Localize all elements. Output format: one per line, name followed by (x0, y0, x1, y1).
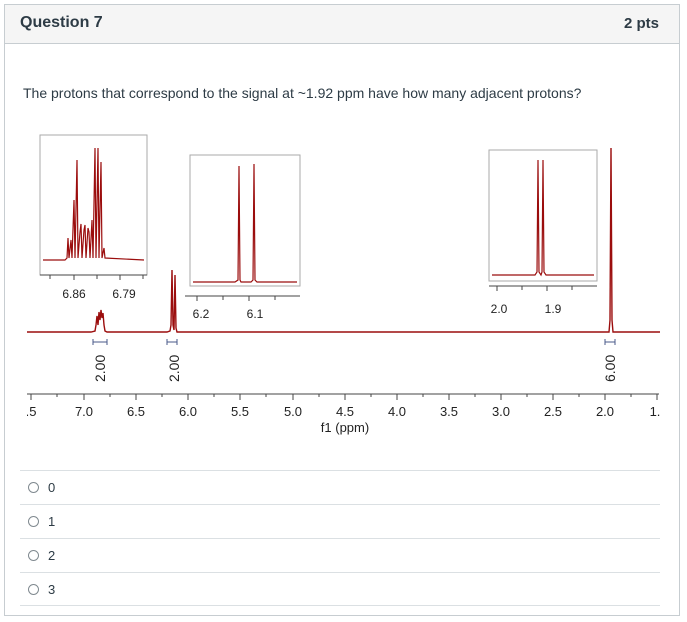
x-tick-label: 3.5 (440, 404, 458, 419)
x-tick-label: .5 (27, 404, 36, 419)
spectrum-trace (27, 147, 660, 333)
inset-vinyl: 6.2 6.1 (185, 154, 301, 321)
answer-option[interactable]: 0 (20, 470, 660, 504)
question-card: Question 7 2 pts The protons that corres… (4, 4, 680, 616)
answer-label: 2 (48, 548, 56, 563)
integral-marks (92, 339, 616, 345)
inset-3-tick-2: 1.9 (545, 302, 562, 316)
radio-button[interactable] (28, 482, 39, 493)
integral-label-3: 6.00 (602, 355, 618, 382)
answer-label: 0 (48, 480, 56, 495)
x-tick-label: 4.0 (388, 404, 406, 419)
question-header: Question 7 2 pts (5, 5, 679, 44)
answer-option[interactable]: 1 (20, 504, 660, 538)
radio-button[interactable] (28, 516, 39, 527)
inset-2-tick-1: 6.2 (193, 307, 210, 321)
question-title: Question 7 (20, 14, 103, 31)
integral-label-1: 2.00 (92, 355, 108, 382)
answer-list: 0 1 2 3 (20, 470, 660, 606)
answer-option[interactable]: 3 (20, 572, 660, 606)
inset-2-tick-2: 6.1 (247, 307, 264, 321)
x-tick-label: 5.5 (231, 404, 249, 419)
x-tick-label: 4.5 (336, 404, 354, 419)
x-axis: .5 7.0 6.5 6.0 5.5 5.0 4.5 4.0 3.5 3.0 2… (27, 393, 661, 435)
radio-button[interactable] (28, 583, 39, 595)
inset-3-tick-1: 2.0 (491, 302, 508, 316)
question-text: The protons that correspond to the signa… (23, 85, 582, 101)
inset-aromatic: 6.86 6.79 (39, 134, 148, 301)
x-tick-label: 3.0 (492, 404, 510, 419)
x-tick-label: 2.0 (596, 404, 614, 419)
x-tick-label: 6.0 (179, 404, 197, 419)
nmr-spectrum-image: 6.86 6.79 6.2 6.1 2.0 1.9 (27, 134, 661, 435)
x-axis-label: f1 (ppm) (321, 420, 369, 435)
answer-label: 1 (48, 514, 56, 529)
question-points: 2 pts (623, 15, 659, 32)
answer-label: 3 (48, 581, 56, 597)
x-tick-label: 7.0 (75, 404, 93, 419)
x-tick-label: 6.5 (127, 404, 145, 419)
integral-label-2: 2.00 (166, 355, 182, 382)
x-tick-label: 5.0 (284, 404, 302, 419)
inset-methyl: 2.0 1.9 (488, 149, 598, 316)
x-tick-label: 1. (650, 404, 661, 419)
radio-button[interactable] (28, 550, 39, 561)
inset-1-tick-1: 6.86 (62, 287, 86, 301)
answer-option[interactable]: 2 (20, 538, 660, 572)
x-tick-label: 2.5 (544, 404, 562, 419)
inset-1-tick-2: 6.79 (112, 287, 136, 301)
